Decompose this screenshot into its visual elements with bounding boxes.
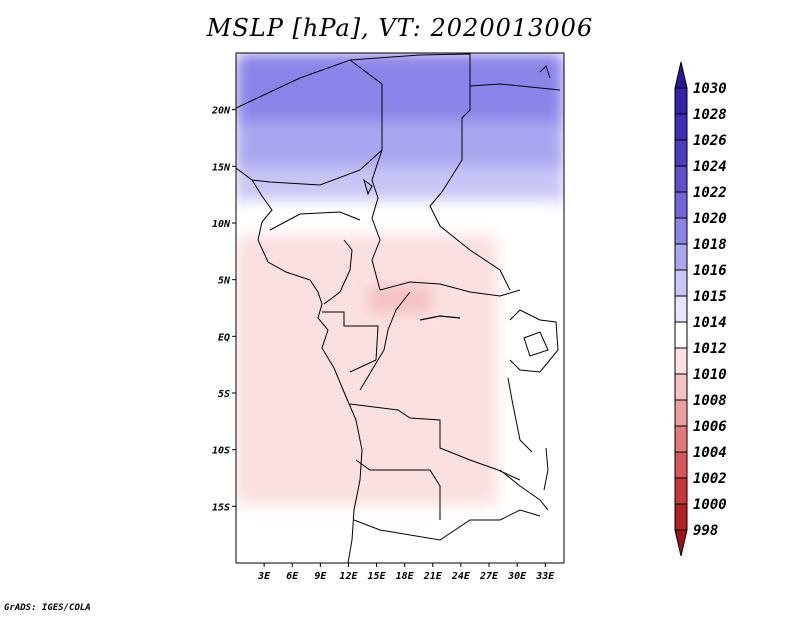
colorbar-swatch bbox=[674, 269, 688, 297]
x-tick-label: 9E bbox=[314, 571, 327, 582]
colorbar-swatch bbox=[674, 139, 688, 167]
colorbar-swatch bbox=[674, 373, 688, 401]
y-tick-label: 10S bbox=[212, 446, 230, 457]
x-tick-label: 12E bbox=[339, 571, 358, 582]
pressure-region-1020 bbox=[236, 53, 564, 144]
x-tick-label: 15E bbox=[368, 571, 387, 582]
border-sudan bbox=[429, 205, 511, 291]
colorbar-label: 1010 bbox=[693, 367, 727, 383]
colorbar-label: 1012 bbox=[693, 341, 727, 357]
colorbar-swatch bbox=[674, 321, 688, 349]
chart-title: MSLP [hPa], VT: 2020013006 bbox=[206, 14, 594, 42]
border-angola bbox=[355, 459, 441, 520]
colorbar-label: 1028 bbox=[693, 107, 727, 123]
y-tick-label: EQ bbox=[218, 332, 230, 343]
colorbar-swatch bbox=[674, 399, 688, 427]
border-zambia bbox=[499, 469, 549, 511]
y-tick-label: 5S bbox=[218, 389, 230, 400]
colorbar-label: 1004 bbox=[693, 445, 727, 461]
colorbar-label: 1030 bbox=[693, 81, 727, 97]
y-tick-label: 10N bbox=[212, 219, 231, 230]
lake-chad bbox=[363, 178, 373, 196]
y-tick-label: 15S bbox=[212, 502, 230, 513]
colorbar-swatch bbox=[674, 451, 688, 479]
colorbar-swatch bbox=[674, 87, 688, 115]
colorbar-label: 1000 bbox=[693, 497, 727, 513]
border-sahara-2 bbox=[349, 53, 471, 207]
colorbar-swatch bbox=[674, 295, 688, 323]
colorbar-cap-bottom bbox=[674, 529, 688, 557]
x-tick-label: 6E bbox=[286, 571, 299, 582]
colorbar-swatch bbox=[674, 425, 688, 453]
border-uganda bbox=[509, 309, 559, 373]
colorbar-label: 1014 bbox=[693, 315, 727, 331]
coast-east-top bbox=[539, 65, 551, 79]
colorbar-legend: 1030 1028 1026 1024 1022 1020 1018 1016 1015 1014… bbox=[674, 61, 727, 557]
colorbar-swatch bbox=[674, 217, 688, 245]
colorbar-label: 1016 bbox=[693, 263, 727, 279]
border-drc-west bbox=[359, 291, 411, 391]
colorbar-label: 1015 bbox=[693, 289, 727, 305]
colorbar-label: 1020 bbox=[693, 211, 727, 227]
colorbar-label: 1018 bbox=[693, 237, 727, 253]
colorbar-swatch bbox=[674, 477, 688, 505]
x-tick-label: 30E bbox=[507, 571, 527, 582]
lake-tanganyika bbox=[507, 377, 533, 453]
x-tick-label: 3E bbox=[257, 571, 271, 582]
y-tick-label: 5N bbox=[218, 276, 231, 287]
border-cameroon bbox=[323, 239, 353, 305]
border-drc-south bbox=[349, 403, 521, 481]
x-tick-label: 18E bbox=[396, 571, 415, 582]
axes: 3E 6E 9E 12E 15E 18E 21E 24E 27E 30E 33E 20N 15N 10N 5… bbox=[211, 106, 555, 582]
colorbar-swatch bbox=[674, 503, 688, 531]
y-tick-label: 20N bbox=[211, 106, 231, 117]
pressure-region-1012 bbox=[236, 234, 499, 507]
map-frame bbox=[235, 52, 565, 564]
colorbar-label: 1002 bbox=[693, 471, 727, 487]
colorbar-label: 1022 bbox=[693, 185, 727, 201]
border-namibia bbox=[353, 509, 541, 541]
colorbar-label: 1006 bbox=[693, 419, 727, 435]
pressure-field bbox=[236, 53, 564, 563]
colorbar-label: 1008 bbox=[693, 393, 727, 409]
colorbar-label: 1024 bbox=[693, 159, 727, 175]
colorbar-cap-top bbox=[674, 61, 688, 89]
colorbar-swatch bbox=[674, 165, 688, 193]
coastline-west bbox=[236, 167, 363, 563]
border-east-1 bbox=[469, 83, 561, 91]
colorbar-swatch bbox=[674, 347, 688, 375]
river-congo bbox=[419, 315, 461, 321]
colorbar-swatch bbox=[674, 243, 688, 271]
border-nigeria bbox=[269, 211, 361, 231]
colorbar-swatch bbox=[674, 113, 688, 141]
pressure-region-1010 bbox=[367, 285, 433, 314]
x-tick-label: 33E bbox=[535, 571, 555, 582]
lake-malawi bbox=[543, 447, 549, 491]
colorbar-label: 1026 bbox=[693, 133, 727, 149]
border-gabon bbox=[322, 311, 379, 373]
x-tick-label: 24E bbox=[451, 571, 471, 582]
colorbar-swatch bbox=[674, 191, 688, 219]
border-car bbox=[379, 281, 521, 297]
lake-victoria bbox=[523, 331, 549, 357]
border-chad bbox=[371, 149, 383, 291]
colorbar-label: 998 bbox=[693, 523, 718, 539]
footer-credit: GrADS: IGES/COLA bbox=[4, 603, 91, 613]
y-tick-label: 15N bbox=[212, 162, 231, 173]
country-borders bbox=[236, 53, 561, 563]
x-tick-label: 21E bbox=[423, 571, 443, 582]
x-tick-label: 27E bbox=[479, 571, 499, 582]
